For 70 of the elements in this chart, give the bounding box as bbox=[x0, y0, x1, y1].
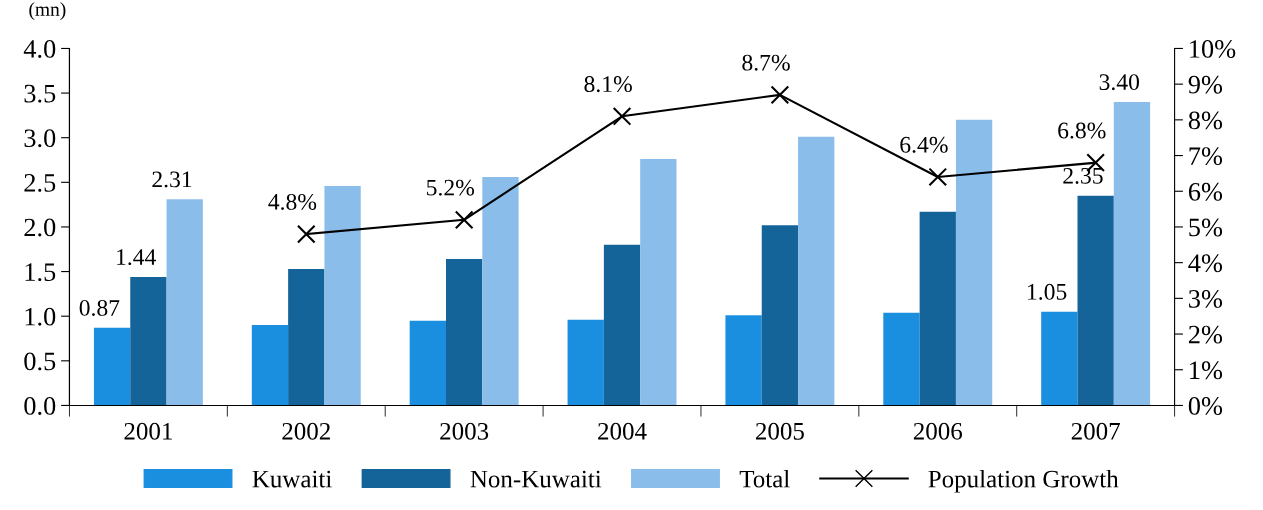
bar bbox=[1041, 311, 1078, 406]
legend-label: Population Growth bbox=[928, 469, 1119, 493]
y2-tick-label: 10% bbox=[1190, 40, 1236, 58]
data-label: 2.35 bbox=[1063, 167, 1103, 184]
bar bbox=[166, 199, 203, 406]
data-label: 1.44 bbox=[117, 249, 156, 266]
y-tick-label: 1.0 bbox=[25, 307, 56, 326]
y2-tick-label: 7% bbox=[1189, 147, 1223, 166]
bar bbox=[251, 325, 289, 406]
y-tick-label: 4.0 bbox=[23, 40, 56, 58]
x-tick-label: 2004 bbox=[598, 422, 647, 440]
data-label: 6.4% bbox=[900, 136, 948, 153]
point bbox=[612, 106, 632, 126]
y2-tick-label: 9% bbox=[1188, 75, 1223, 94]
bar bbox=[919, 211, 956, 406]
bar bbox=[883, 312, 920, 406]
bar bbox=[725, 315, 762, 406]
y-axis-title: (mn) bbox=[29, 2, 66, 20]
bar bbox=[798, 136, 835, 406]
y-tick-label: 3.5 bbox=[24, 84, 56, 103]
bar bbox=[603, 244, 641, 406]
x-tick-label: 2007 bbox=[1071, 422, 1120, 440]
bar bbox=[324, 185, 361, 406]
legend-label: Kuwaiti bbox=[252, 470, 332, 488]
y-tick-label: 2.0 bbox=[24, 218, 56, 237]
y-tick-label: 0.0 bbox=[24, 397, 56, 415]
x-tick-label: 2006 bbox=[913, 422, 963, 440]
data-label: 0.87 bbox=[79, 299, 120, 316]
y2-tick-label: 3% bbox=[1189, 289, 1223, 308]
y2-tick-label: 2% bbox=[1188, 325, 1223, 344]
y-tick-label: 3.0 bbox=[24, 129, 56, 148]
y-tick-label: 0.5 bbox=[24, 352, 56, 371]
x-tick-label: 2005 bbox=[756, 422, 804, 440]
data-label: 6.8% bbox=[1058, 122, 1106, 139]
point bbox=[928, 167, 948, 187]
point bbox=[296, 224, 316, 244]
bar bbox=[482, 176, 519, 406]
y2-tick-label: 8% bbox=[1188, 111, 1223, 130]
data-label: 3.40 bbox=[1099, 74, 1140, 91]
bar bbox=[1113, 102, 1151, 406]
bar bbox=[446, 259, 483, 406]
legend-label: Total bbox=[739, 469, 790, 488]
bar bbox=[288, 268, 325, 406]
bar bbox=[93, 327, 131, 406]
y2-tick-label: 1% bbox=[1190, 361, 1223, 380]
point bbox=[770, 85, 790, 105]
y-tick-label: 1.5 bbox=[25, 263, 56, 282]
y2-tick-label: 5% bbox=[1189, 218, 1223, 237]
data-label: 1.05 bbox=[1028, 283, 1067, 300]
bar bbox=[1077, 195, 1114, 406]
data-label: 8.7% bbox=[742, 54, 790, 71]
bar bbox=[761, 225, 799, 406]
x-tick-label: 2002 bbox=[282, 422, 330, 440]
x-tick-label: 2003 bbox=[440, 422, 489, 440]
data-label: 2.31 bbox=[152, 171, 192, 188]
data-label: 5.2% bbox=[427, 179, 475, 196]
bar bbox=[640, 159, 677, 406]
bar bbox=[409, 320, 446, 406]
y2-tick-label: 4% bbox=[1188, 254, 1223, 273]
data-label: 4.8% bbox=[268, 193, 317, 210]
x-tick-label: 2001 bbox=[124, 422, 172, 440]
y-tick-label: 2.5 bbox=[24, 174, 56, 192]
legend-label: Non-Kuwaiti bbox=[470, 470, 602, 488]
data-label: 8.1% bbox=[584, 76, 632, 93]
bar bbox=[130, 276, 167, 406]
bar bbox=[955, 119, 993, 406]
point bbox=[454, 210, 474, 230]
bar bbox=[567, 319, 604, 406]
y2-tick-label: 0% bbox=[1188, 397, 1223, 415]
y2-tick-label: 6% bbox=[1188, 182, 1223, 201]
